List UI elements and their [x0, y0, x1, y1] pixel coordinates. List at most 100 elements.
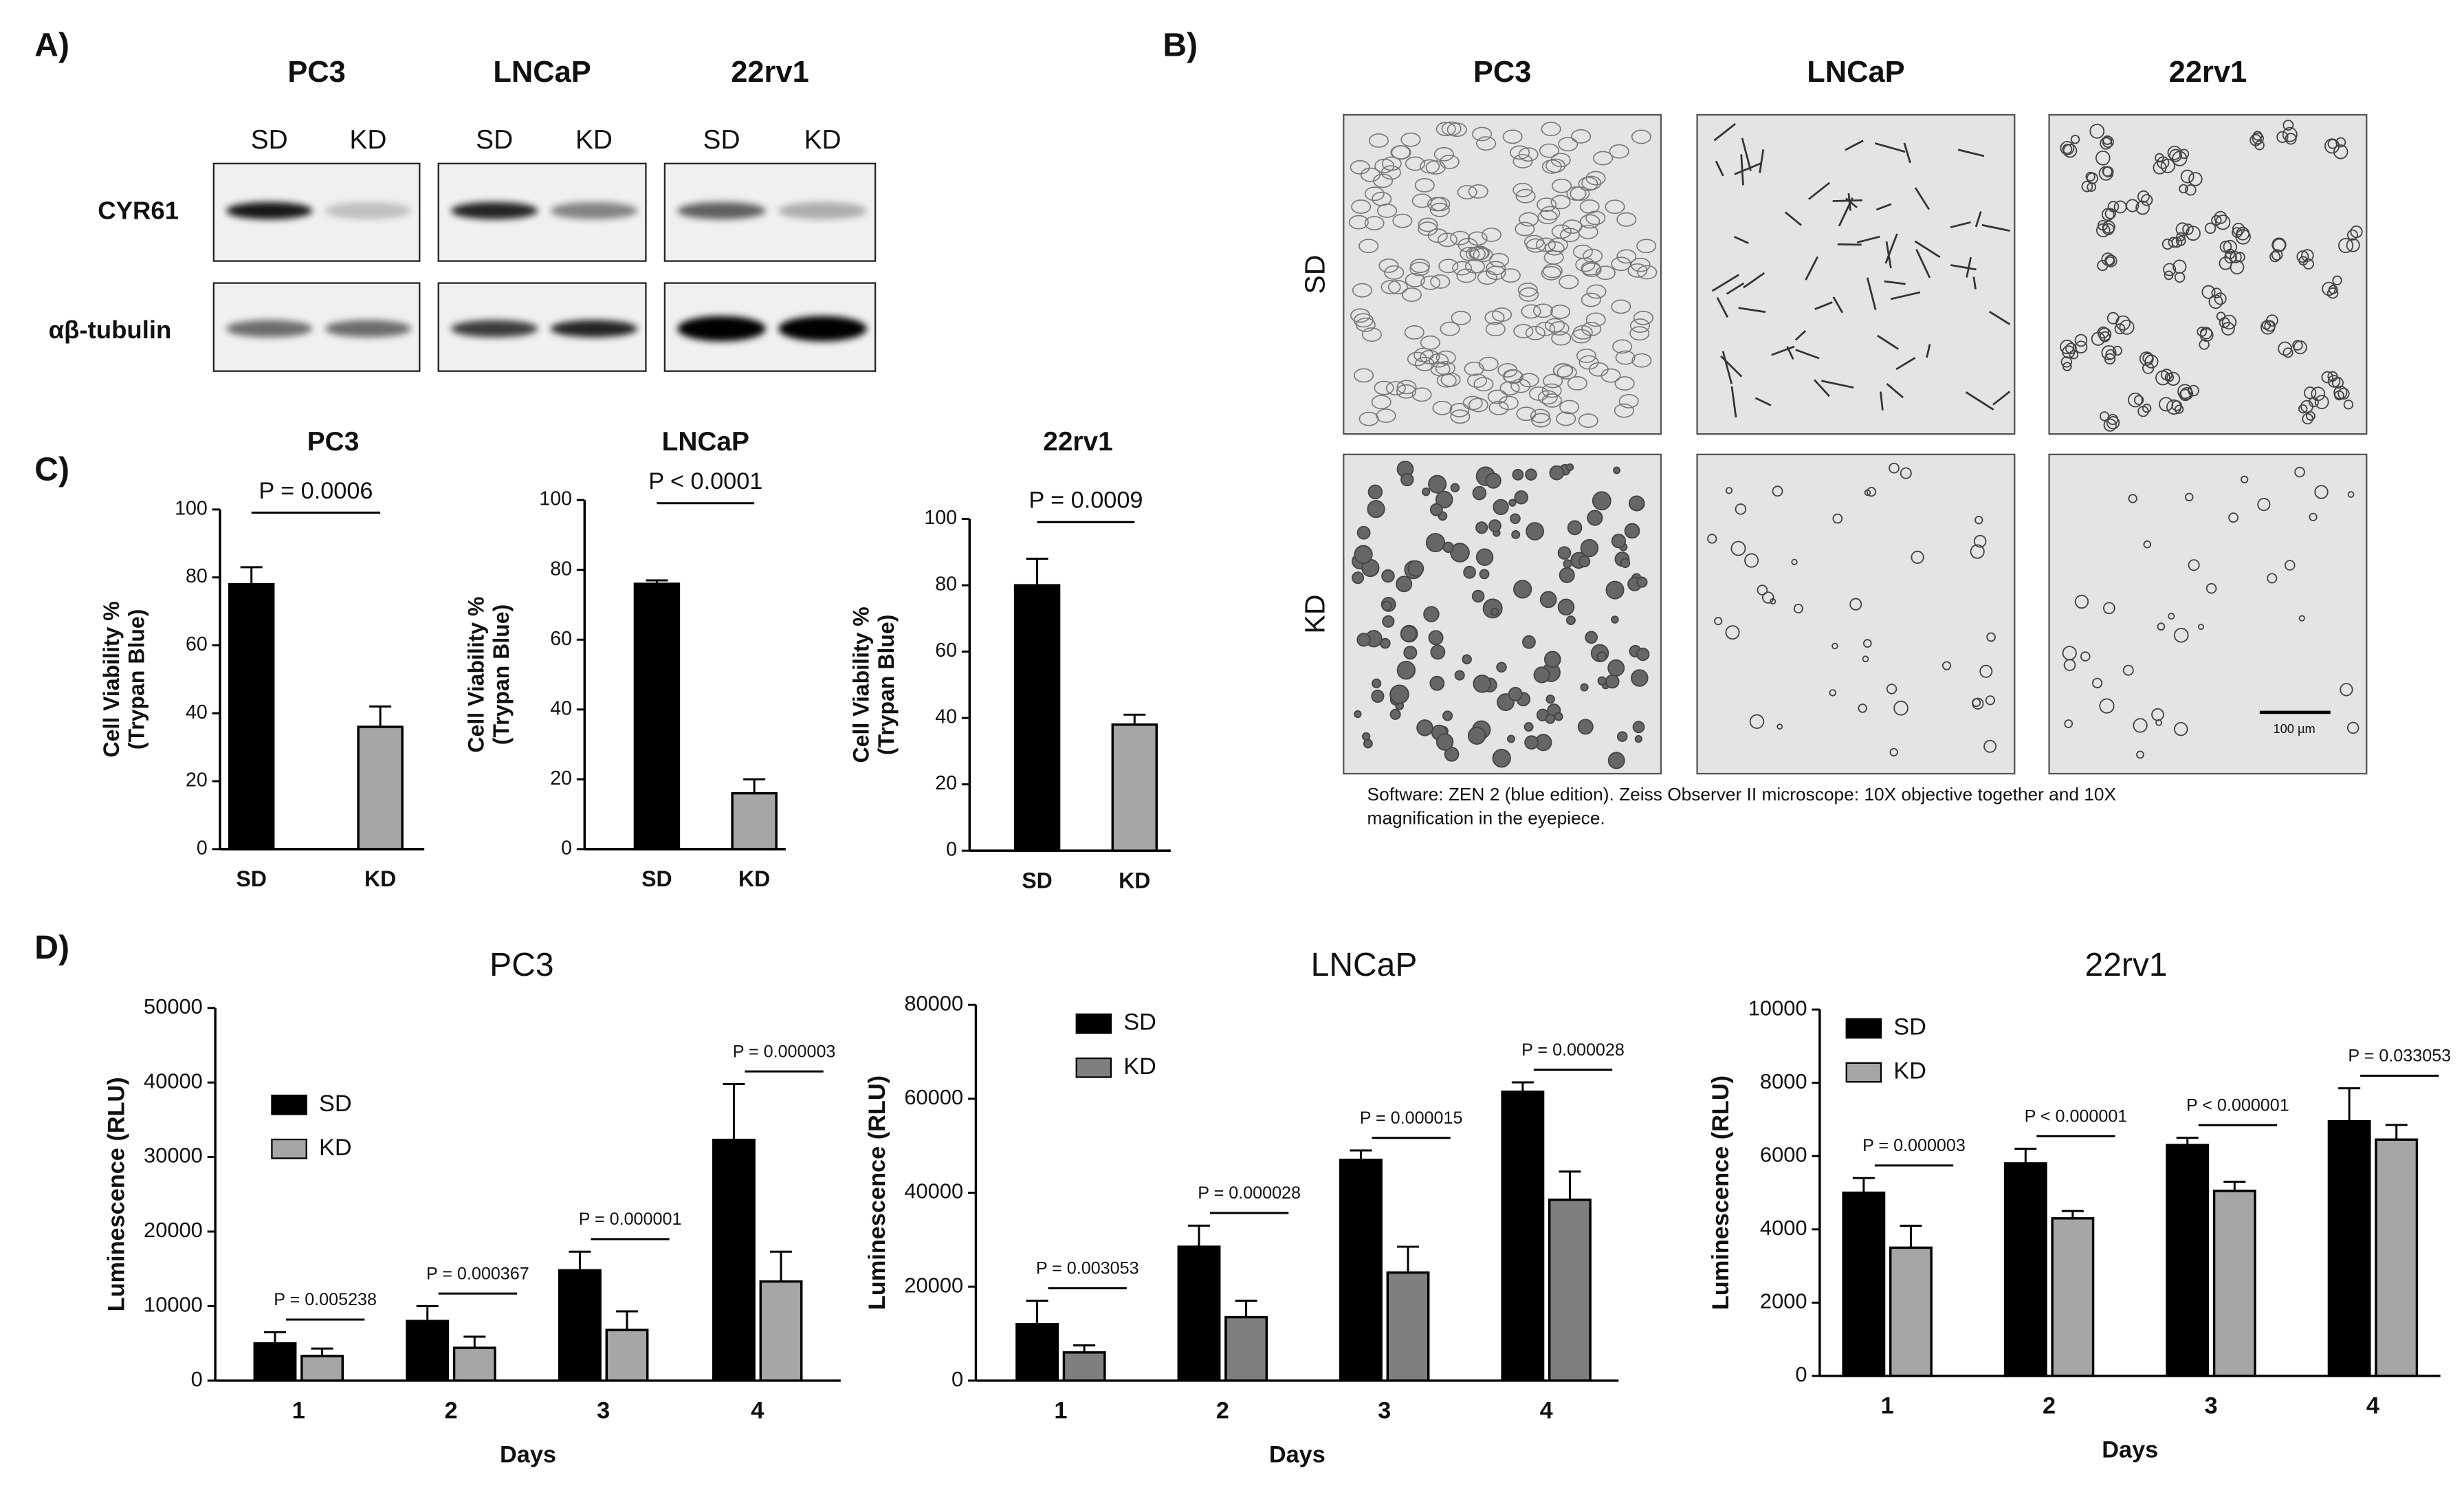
- cell: [1794, 329, 1807, 341]
- y-tick-label: 20000: [144, 1218, 203, 1242]
- cell: [2179, 184, 2188, 194]
- cell: [1611, 534, 1627, 549]
- cell: [2136, 750, 2144, 759]
- cell: [1776, 723, 1783, 730]
- cell: [1442, 541, 1454, 554]
- cell: [1405, 156, 1425, 171]
- cell: [1532, 303, 1553, 318]
- cell: [1612, 339, 1633, 354]
- cell: [1420, 275, 1441, 290]
- cell: [1743, 272, 1766, 289]
- y-axis-label: (Trypan Blue): [489, 604, 514, 745]
- x-tick-label: SD: [641, 866, 672, 891]
- y-tick-label: 20: [935, 772, 957, 794]
- cell: [1400, 132, 1421, 147]
- cell: [1418, 221, 1438, 237]
- cell: [1738, 307, 1766, 314]
- cell: [1611, 256, 1631, 272]
- legend-swatch: [1845, 1018, 1882, 1039]
- cell: [2346, 238, 2360, 252]
- cell: [1473, 248, 1493, 263]
- cell: [1381, 600, 1392, 611]
- cell: [2081, 180, 2093, 193]
- y-tick-label: 50000: [144, 994, 203, 1018]
- cell: [1486, 261, 1506, 276]
- error-bar: [1350, 1149, 1372, 1160]
- cell: [1541, 265, 1561, 281]
- cell: [2282, 127, 2298, 142]
- y-axis-label: (Trypan Blue): [124, 609, 149, 750]
- bar: [605, 1329, 649, 1382]
- cell: [2112, 345, 2122, 356]
- cell: [1713, 122, 1736, 142]
- micrograph: [1343, 113, 1662, 435]
- cell: [1567, 375, 1587, 391]
- cell: [1914, 240, 1941, 259]
- cell: [2198, 624, 2204, 630]
- cell: [1537, 197, 1557, 212]
- cell: [2347, 491, 2355, 498]
- bar: [1501, 1090, 1545, 1382]
- cell: [1735, 503, 1747, 515]
- cell: [1378, 258, 1399, 273]
- bar: [300, 1355, 344, 1382]
- cell: [1389, 708, 1401, 720]
- x-tick-label: 1: [1881, 1393, 1894, 1419]
- cell: [1396, 380, 1417, 395]
- micrograph-cells: [2062, 466, 2360, 759]
- y-tick-label: 60: [935, 640, 957, 662]
- cell: [2223, 239, 2237, 254]
- p-value: P = 0.003053: [1036, 1259, 1139, 1278]
- cell: [1630, 257, 1651, 272]
- blot-band: [450, 320, 538, 338]
- x-tick-label: SD: [236, 866, 266, 891]
- cell: [1429, 503, 1443, 516]
- cell: [1513, 580, 1532, 599]
- cell: [1463, 565, 1476, 579]
- cell: [2267, 573, 2278, 584]
- cell: [1579, 199, 1600, 214]
- cell: [1363, 739, 1373, 749]
- cell: [1903, 142, 1911, 164]
- x-tick-label: 3: [2204, 1393, 2217, 1419]
- legend-label: KD: [319, 1135, 352, 1161]
- y-tick-label: 80: [935, 573, 957, 595]
- cell: [1525, 468, 1537, 481]
- cell: [2176, 232, 2186, 242]
- cell: [2119, 319, 2135, 335]
- chart-title: 22rv1: [2085, 947, 2168, 983]
- cell: [2328, 285, 2338, 294]
- cell: [1541, 159, 1562, 174]
- cell: [2204, 222, 2216, 234]
- x-tick-label: 2: [2043, 1393, 2056, 1419]
- cell: [1450, 230, 1471, 245]
- micrograph-cells: [1711, 122, 2011, 418]
- cell: [1433, 146, 1454, 162]
- cell: [1368, 133, 1389, 148]
- blot-band: [324, 320, 412, 338]
- cell: [1631, 669, 1649, 687]
- cell: [1950, 221, 1971, 228]
- cell: [1449, 402, 1470, 417]
- blot-band: [324, 201, 412, 220]
- cell: [2314, 485, 2329, 499]
- cell: [1992, 391, 2011, 406]
- cell: [1605, 580, 1625, 600]
- cell: [2163, 263, 2177, 276]
- cell: [1895, 357, 1916, 371]
- cell: [1361, 327, 1382, 342]
- x-tick-label: 1: [292, 1398, 305, 1424]
- cell: [1428, 474, 1447, 494]
- cell: [2099, 331, 2111, 342]
- y-tick-label: 80: [550, 558, 572, 580]
- cell: [1526, 238, 1546, 253]
- cell: [2284, 560, 2296, 571]
- error-bar: [723, 1082, 745, 1140]
- cell: [2174, 721, 2188, 736]
- cell: [1493, 499, 1509, 516]
- cell: [2236, 226, 2250, 241]
- micrograph-cells: [2060, 120, 2363, 432]
- cell: [2278, 341, 2292, 356]
- y-axis-label: (Trypan Blue): [874, 615, 899, 756]
